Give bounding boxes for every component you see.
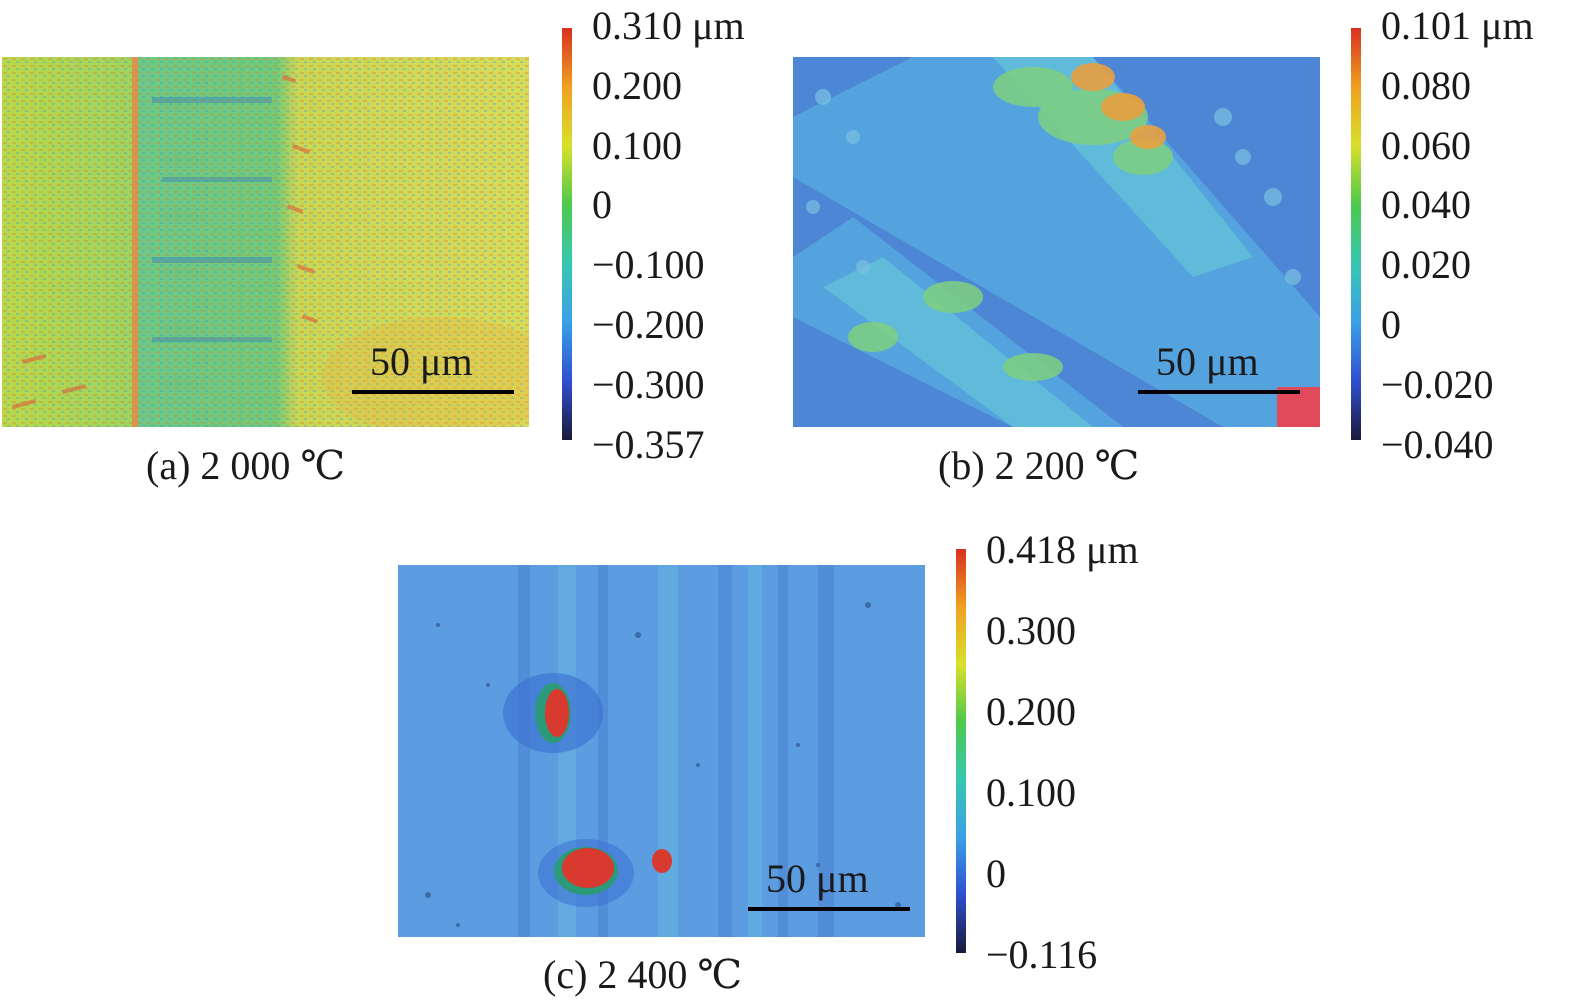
height-map-a [2, 57, 529, 427]
colorbar-tick: 0.101 μm [1381, 3, 1534, 48]
colorbar-tick: −0.357 [592, 421, 705, 467]
colorbar-tick: 0.300 [986, 608, 1076, 653]
colorbar-tick: −0.116 [986, 932, 1098, 977]
colorbar-tick: 0 [1381, 302, 1401, 347]
colorbar-tick: 0 [986, 851, 1006, 896]
colorbar-tick: 0.020 [1381, 242, 1471, 288]
caption-c: (c) 2 400 ℃ [543, 952, 743, 997]
scale-bar-b [1138, 390, 1300, 394]
colorbar-tick: 0.310 μm [592, 3, 745, 48]
feature-1 [535, 683, 571, 743]
colorbar-tick: −0.100 [592, 242, 705, 288]
colorbar-tick: 0.418 μm [986, 527, 1139, 572]
scale-bar-label-c: 50 μm [766, 856, 869, 901]
colorbar-c [956, 549, 966, 953]
colorbar-tick: −0.300 [592, 361, 705, 407]
colorbar-tick: 0.040 [1381, 182, 1471, 228]
colorbar-tick: 0.100 [986, 770, 1076, 815]
colorbar-tick: 0.200 [986, 689, 1076, 734]
colorbar-a [562, 28, 572, 440]
caption-a: (a) 2 000 ℃ [146, 443, 346, 488]
colorbar-tick: −0.020 [1381, 361, 1494, 407]
scale-bar-a [352, 390, 514, 394]
colorbar-tick: −0.040 [1381, 421, 1494, 467]
colorbar-tick: 0.080 [1381, 62, 1471, 108]
height-map-c [398, 565, 925, 937]
colorbar-tick: 0.060 [1381, 122, 1471, 168]
colorbar-b [1351, 28, 1361, 440]
height-map-b [793, 57, 1320, 427]
scale-bar-c [748, 907, 910, 911]
caption-b: (b) 2 200 ℃ [938, 443, 1140, 488]
colorbar-tick: 0.200 [592, 62, 682, 108]
colorbar-tick: −0.200 [592, 302, 705, 347]
scale-bar-label-a: 50 μm [370, 339, 473, 384]
colorbar-tick: 0.100 [592, 122, 682, 168]
colorbar-tick: 0 [592, 182, 612, 228]
scale-bar-label-b: 50 μm [1156, 339, 1259, 384]
